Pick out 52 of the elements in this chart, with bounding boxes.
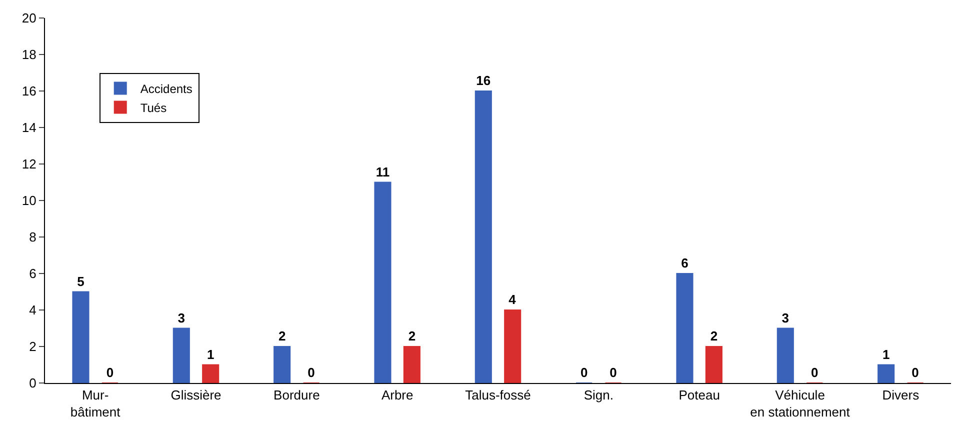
- data-label: 1: [882, 346, 890, 362]
- data-label: 3: [178, 310, 186, 326]
- data-label: 5: [77, 274, 84, 289]
- bar: [202, 364, 220, 383]
- data-label: 2: [710, 328, 718, 344]
- y-tick-label: 18: [22, 47, 36, 62]
- x-tick-label: Véhicule en stationnement: [750, 388, 850, 420]
- x-tick-label: Bordure: [274, 388, 320, 403]
- bar: [504, 310, 522, 383]
- data-label: 0: [810, 365, 818, 380]
- bar: [172, 328, 190, 383]
- bar: [274, 346, 291, 383]
- data-label: 16: [476, 73, 491, 88]
- y-tick-label: 8: [29, 230, 36, 245]
- bar: [403, 346, 420, 383]
- data-label: 0: [610, 365, 617, 380]
- bar: [676, 273, 694, 383]
- data-label: 2: [408, 328, 416, 344]
- x-tick-label: Talus-fossé: [465, 388, 531, 403]
- legend-label: Tués: [140, 100, 167, 115]
- data-label: 2: [278, 328, 286, 344]
- x-tick-label: Glissière: [170, 388, 222, 403]
- bar: [776, 328, 794, 383]
- x-tick-label: Sign.: [584, 388, 614, 403]
- x-tick-label: Divers: [882, 388, 920, 403]
- y-tick-label: 0: [29, 376, 36, 391]
- data-label: 0: [106, 365, 114, 380]
- y-tick-label: 10: [22, 193, 36, 208]
- data-label: 4: [508, 292, 517, 307]
- bar: [374, 182, 392, 383]
- y-tick-label: 4: [29, 302, 36, 318]
- data-label: 1: [206, 346, 214, 362]
- data-label: 0: [912, 365, 919, 380]
- y-tick-label: 12: [22, 156, 36, 172]
- y-tick-label: 20: [22, 10, 36, 26]
- bar: [72, 291, 90, 383]
- data-label: 0: [308, 365, 315, 380]
- bar: [474, 90, 492, 383]
- legend-label: Accidents: [140, 82, 192, 96]
- bar: [878, 364, 895, 383]
- bar: [705, 346, 722, 383]
- y-tick-label: 6: [29, 266, 36, 282]
- data-label: 0: [580, 365, 588, 380]
- x-tick-label: Arbre: [381, 388, 414, 403]
- y-tick-label: 2: [29, 339, 36, 354]
- y-tick-label: 14: [22, 120, 36, 136]
- x-tick-label: Mur- bâtiment: [70, 388, 121, 420]
- x-tick-label: Poteau: [678, 388, 720, 403]
- data-label: 3: [782, 310, 790, 326]
- data-label: 6: [681, 256, 688, 270]
- data-label: 11: [376, 164, 390, 180]
- y-tick-label: 16: [22, 84, 36, 99]
